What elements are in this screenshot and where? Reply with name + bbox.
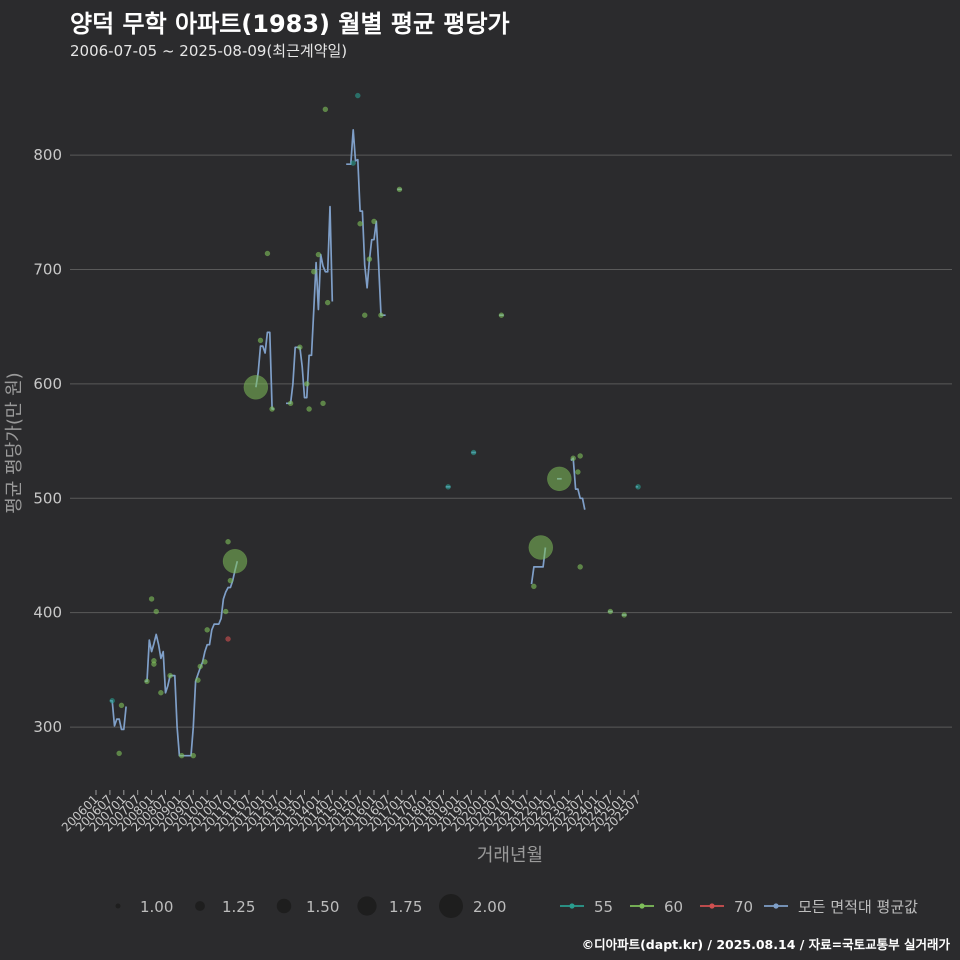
data-point bbox=[607, 608, 614, 615]
average-line-segment bbox=[286, 205, 334, 405]
data-point bbox=[222, 608, 229, 615]
average-line-segment bbox=[109, 699, 127, 731]
size-legend-key bbox=[357, 896, 377, 916]
data-point bbox=[158, 690, 164, 696]
data-point bbox=[227, 577, 234, 584]
data-point bbox=[269, 406, 275, 412]
size-legend-label: 1.75 bbox=[389, 898, 422, 916]
color-legend: 55 60 70 모든 면적대 평균값 bbox=[560, 898, 918, 916]
data-point bbox=[306, 406, 312, 412]
y-tick-label: 700 bbox=[33, 260, 62, 278]
average-line-segment bbox=[570, 457, 586, 510]
average-line-segment bbox=[255, 331, 275, 410]
data-point bbox=[547, 466, 572, 492]
y-tick-label: 800 bbox=[33, 146, 62, 164]
y-tick-label: 400 bbox=[33, 604, 62, 622]
data-point bbox=[528, 535, 554, 560]
data-point bbox=[304, 381, 310, 387]
size-legend-key bbox=[439, 894, 463, 918]
data-point bbox=[350, 160, 356, 166]
data-point bbox=[635, 484, 641, 490]
size-legend: 1.00 1.25 1.50 1.75 2.00 bbox=[115, 894, 506, 918]
size-legend-key bbox=[276, 898, 292, 914]
data-point bbox=[257, 337, 264, 344]
data-point bbox=[195, 677, 201, 683]
data-point bbox=[243, 375, 269, 400]
average-line-segment bbox=[144, 560, 239, 757]
data-point bbox=[190, 752, 197, 759]
data-point bbox=[148, 596, 155, 602]
chart-title: 양덕 무학 아파트(1983) 월별 평균 평당가 bbox=[70, 10, 510, 38]
data-point bbox=[167, 672, 173, 679]
average-line-segment bbox=[530, 547, 547, 585]
size-legend-label: 1.25 bbox=[222, 898, 255, 916]
data-point bbox=[361, 312, 368, 318]
data-point bbox=[197, 663, 203, 670]
data-point bbox=[222, 548, 248, 574]
color-legend-label: 모든 면적대 평균값 bbox=[798, 898, 918, 916]
color-legend-dot bbox=[569, 903, 575, 909]
data-point bbox=[355, 92, 361, 99]
data-point bbox=[366, 256, 373, 262]
data-point bbox=[315, 251, 322, 258]
data-point bbox=[225, 636, 231, 642]
size-legend-label: 1.00 bbox=[140, 898, 173, 916]
data-point bbox=[575, 469, 581, 475]
data-point bbox=[118, 702, 125, 709]
data-point bbox=[202, 659, 208, 665]
data-points bbox=[109, 92, 641, 759]
y-tick-label: 500 bbox=[33, 489, 62, 507]
y-tick-label: 300 bbox=[33, 718, 62, 736]
data-point bbox=[470, 449, 477, 456]
data-point bbox=[378, 312, 384, 318]
data-point bbox=[116, 750, 122, 757]
color-legend-dot bbox=[709, 903, 715, 909]
data-point bbox=[264, 250, 271, 257]
color-legend-label: 70 bbox=[734, 898, 753, 916]
y-axis-ticks: 300 400 500 600 700 800 bbox=[33, 146, 62, 736]
data-point bbox=[531, 583, 537, 590]
color-legend-label: 60 bbox=[664, 898, 683, 916]
data-point bbox=[570, 455, 576, 461]
data-point bbox=[498, 312, 505, 318]
data-point bbox=[324, 299, 331, 306]
size-legend-label: 1.50 bbox=[306, 898, 339, 916]
data-point bbox=[109, 698, 115, 704]
color-legend-dot bbox=[639, 903, 645, 909]
size-legend-label: 2.00 bbox=[473, 898, 506, 916]
source-caption: ©디아파트(dapt.kr) / 2025.08.14 / 자료=국토교통부 실… bbox=[581, 937, 950, 952]
data-point bbox=[396, 186, 403, 193]
data-point bbox=[204, 627, 210, 633]
data-point bbox=[225, 539, 231, 545]
x-axis-title: 거래년월 bbox=[477, 845, 543, 866]
data-point bbox=[621, 612, 627, 618]
data-point bbox=[297, 344, 303, 351]
data-point bbox=[311, 269, 317, 275]
color-legend-label: 55 bbox=[594, 898, 613, 916]
color-legend-dot bbox=[773, 903, 779, 909]
size-legend-key bbox=[115, 903, 121, 909]
average-line-segment bbox=[346, 129, 386, 317]
data-point bbox=[287, 400, 294, 407]
data-point bbox=[153, 608, 159, 615]
data-point bbox=[151, 661, 157, 667]
data-point bbox=[577, 453, 583, 459]
y-tick-label: 600 bbox=[33, 375, 62, 393]
gridlines bbox=[70, 154, 952, 728]
data-point bbox=[144, 678, 150, 685]
data-point bbox=[357, 220, 363, 227]
chart-subtitle: 2006-07-05 ~ 2025-08-09(최근계약일) bbox=[70, 42, 348, 60]
x-axis-ticks: 2006012006072007012007072008012008072009… bbox=[59, 790, 643, 835]
data-point bbox=[371, 218, 377, 225]
size-legend-key bbox=[195, 901, 205, 911]
y-axis-title: 평균 평당가(만 원) bbox=[4, 372, 25, 513]
data-point bbox=[445, 484, 451, 490]
data-point bbox=[577, 564, 583, 570]
data-point bbox=[320, 400, 326, 407]
data-point bbox=[322, 106, 329, 113]
data-point bbox=[178, 752, 185, 759]
